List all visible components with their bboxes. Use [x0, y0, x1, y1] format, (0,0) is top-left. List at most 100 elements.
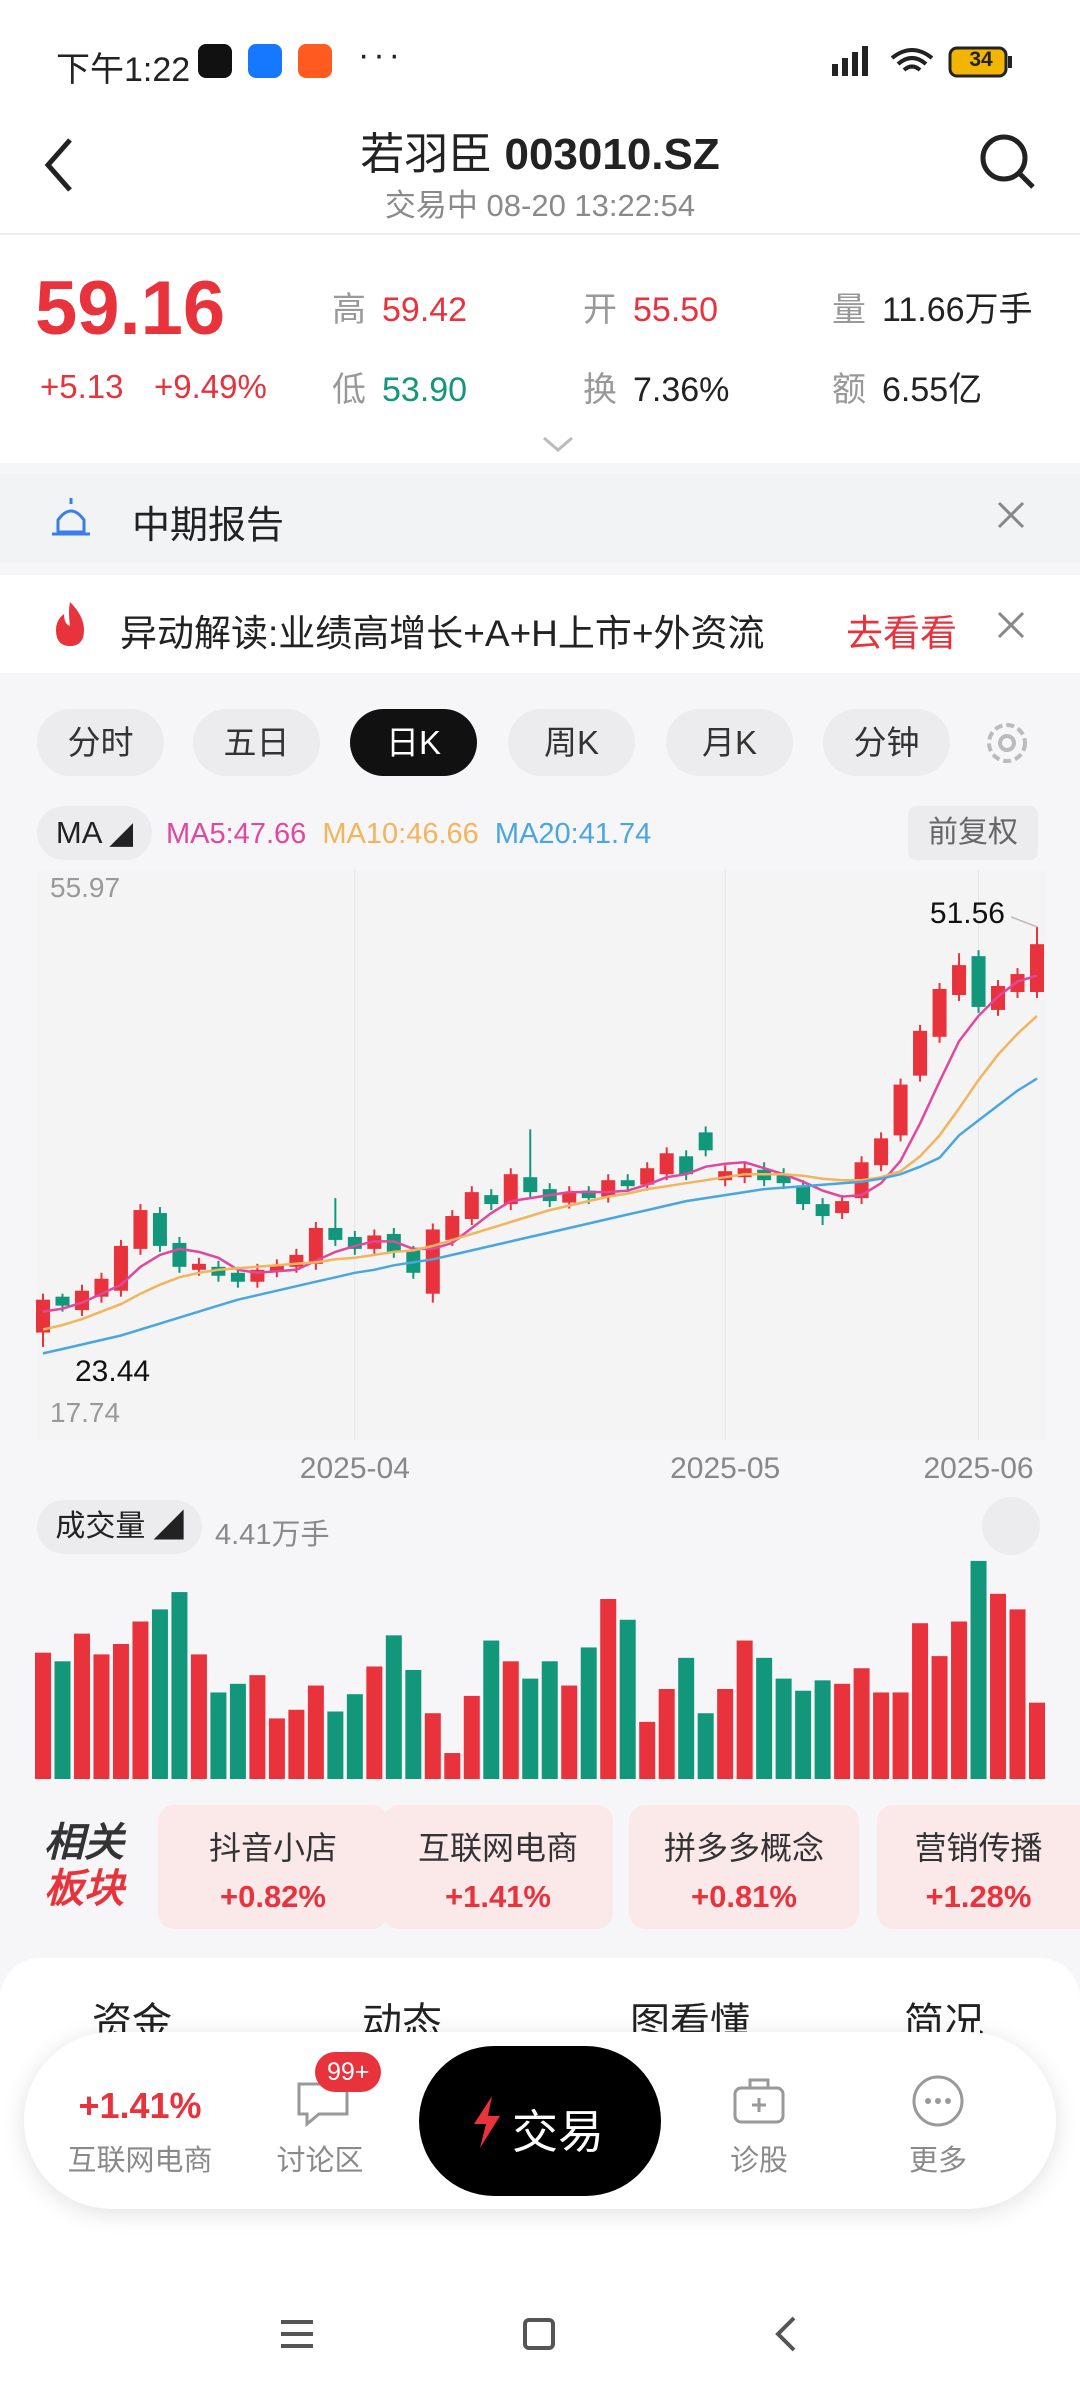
back-button[interactable]: [40, 135, 80, 195]
candle-body: [347, 1236, 362, 1249]
candle-body: [308, 1227, 323, 1264]
stat-value: 7.36%: [633, 371, 730, 409]
stat-value: 59.42: [382, 291, 468, 329]
last-price: 59.16: [35, 266, 226, 351]
badge: 99+: [315, 2052, 382, 2092]
system-nav-icons[interactable]: [0, 2300, 1080, 2370]
candle-body: [133, 1210, 148, 1249]
candle-body: [796, 1186, 811, 1205]
sector-name: 拼多多概念: [663, 1830, 824, 1866]
volume-bar: [424, 1713, 441, 1779]
sector-change: +1.28%: [925, 1879, 1032, 1914]
annotation-line: [1010, 916, 1038, 928]
y-range-label: 17.74: [50, 1397, 120, 1428]
notice-text: 异动解读:业绩高增长+A+H上市+外资流: [120, 613, 765, 654]
candle-body: [269, 1265, 284, 1272]
candle-body: [893, 1084, 908, 1136]
notice-bar[interactable]: [0, 575, 1080, 673]
stat-label: 高: [332, 291, 366, 329]
candle-body: [640, 1168, 655, 1185]
candle-body: [172, 1242, 187, 1267]
nav-sector-name[interactable]: 互联网电商: [67, 2145, 213, 2177]
candle-body: [445, 1216, 460, 1240]
notice-action[interactable]: 去看看: [846, 613, 957, 654]
stat-value: 6.55亿: [882, 371, 983, 409]
volume-bar: [853, 1668, 870, 1779]
stat: 额 6.55亿: [832, 362, 982, 411]
period-tab[interactable]: 月K: [666, 709, 793, 776]
notice-bar[interactable]: [0, 474, 1080, 563]
volume-bar: [288, 1709, 305, 1779]
ma-line: [42, 1077, 1038, 1355]
nav-label[interactable]: 讨论区: [276, 2145, 364, 2177]
candle-body: [1030, 944, 1044, 992]
volume-label: 成交量: [55, 1510, 146, 1543]
alarm-icon: [52, 498, 90, 536]
nav-label[interactable]: 更多: [908, 2145, 967, 2177]
candle-body: [659, 1153, 674, 1175]
ma-button[interactable]: MA ◢: [37, 806, 152, 860]
candle-body: [718, 1171, 733, 1181]
period-tab[interactable]: 分钟: [823, 709, 950, 776]
notice-text: 中期报告: [132, 505, 285, 547]
candle-body: [776, 1174, 791, 1184]
sector-card[interactable]: 抖音小店 +0.82%: [158, 1805, 388, 1929]
volume-button[interactable]: 成交量 ◢: [37, 1500, 202, 1554]
sector-card[interactable]: 互联网电商 +1.41%: [383, 1805, 613, 1929]
volume-bar: [35, 1652, 51, 1779]
candle-body: [698, 1132, 713, 1151]
app-icon: [248, 44, 282, 78]
period-tab[interactable]: 分时: [37, 709, 164, 776]
fullscreen-button[interactable]: [982, 1497, 1040, 1555]
volume-bar: [1029, 1702, 1045, 1779]
kline-chart: 55.97 17.74 2025-04 2025-05 2025-06 51.56 23.4…: [35, 870, 1046, 1779]
search-button[interactable]: [978, 132, 1038, 194]
candle-body: [932, 989, 947, 1037]
adjust-button[interactable]: 前复权: [908, 806, 1038, 860]
candle-body: [581, 1190, 596, 1199]
settings-button[interactable]: [980, 716, 1034, 770]
close-button[interactable]: [996, 500, 1026, 530]
sector-change: +0.82%: [219, 1879, 326, 1914]
candle-body: [523, 1177, 538, 1193]
stat: 量 11.66万手: [832, 282, 1033, 331]
period-tab[interactable]: 五日: [193, 709, 320, 776]
x-tick-label: 2025-05: [670, 1452, 780, 1485]
nav-sector-change: +1.41%: [78, 2085, 202, 2126]
stat-label: 额: [832, 371, 866, 409]
volume-bar: [229, 1683, 246, 1779]
volume-bar: [561, 1685, 578, 1779]
sector-card[interactable]: 拼多多概念 +0.81%: [629, 1805, 859, 1929]
volume-bar: [717, 1689, 734, 1779]
app-icon: [298, 44, 332, 78]
legend-entry: MA20:41.74: [494, 818, 652, 850]
bolt-icon: [474, 2096, 500, 2148]
candle-body: [815, 1204, 830, 1217]
nav-label[interactable]: 诊股: [729, 2145, 788, 2177]
candle-body: [211, 1266, 226, 1276]
period-tab[interactable]: 日K: [350, 709, 477, 776]
status-time: 下午1:22: [56, 51, 191, 89]
candle-body: [152, 1213, 167, 1246]
stat-value: 11.66万手: [882, 291, 1033, 329]
volume-bar: [678, 1657, 695, 1779]
close-button[interactable]: [996, 610, 1026, 640]
stat: 低 53.90: [332, 362, 467, 411]
volume-bar: [756, 1657, 773, 1779]
sector-card[interactable]: 营销传播 +1.28%: [877, 1805, 1080, 1929]
quote-panel: [0, 235, 1080, 463]
stat: 换 7.36%: [583, 362, 729, 411]
expand-chevron[interactable]: [540, 434, 576, 454]
ma-label: MA: [55, 815, 101, 850]
candle-body: [36, 1299, 50, 1333]
volume-bar: [834, 1683, 851, 1779]
sector-title-line: 板块: [44, 1867, 124, 1911]
trade-button[interactable]: [419, 2046, 661, 2196]
period-tab[interactable]: 周K: [508, 709, 635, 776]
price-change-pct: +9.49%: [154, 368, 267, 405]
candle-body: [679, 1156, 694, 1175]
volume-bar: [249, 1675, 266, 1779]
stock-name: 若羽臣: [360, 130, 493, 179]
volume-bar: [385, 1635, 402, 1779]
candle-body: [289, 1254, 304, 1267]
